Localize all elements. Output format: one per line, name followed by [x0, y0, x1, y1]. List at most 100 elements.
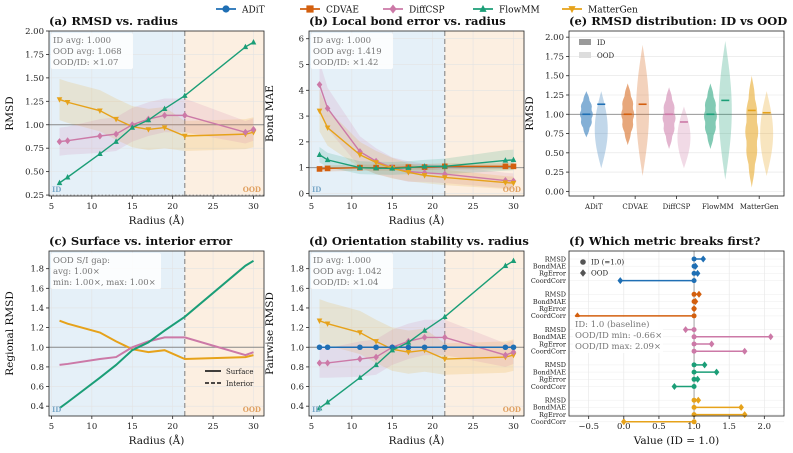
- point-diffcsp: [56, 138, 63, 146]
- point-mattergen: [64, 100, 71, 106]
- annotation-box: [573, 317, 663, 353]
- point-flowmm: [510, 257, 517, 264]
- violin-ood-adit: [594, 91, 608, 169]
- point-mattergen: [441, 175, 448, 181]
- ood-region-label: OOD: [243, 185, 261, 194]
- violin-id-flowmm: [703, 83, 717, 149]
- id-dot-mattergen: [691, 404, 697, 410]
- legend-ood-label: OOD: [591, 270, 608, 278]
- panel-title: (f) Which metric breaks first?: [569, 234, 761, 248]
- x-tick-label: 10: [86, 202, 97, 212]
- point-mattergen: [316, 318, 323, 324]
- row-label: BondMAE: [533, 404, 566, 412]
- ood-dot-cdvae: [692, 298, 699, 305]
- ood-region: [184, 251, 264, 416]
- id-dot-cdvae: [691, 291, 697, 297]
- x-tick-label: CDVAE: [622, 203, 648, 211]
- y-tick-label: 1.50: [25, 74, 44, 84]
- annotation-line: OOD/ID max: 2.09×: [575, 342, 661, 352]
- point-diffcsp: [64, 137, 71, 145]
- violin-ood-diffcsp: [677, 106, 691, 169]
- row-label: CoordCorr: [531, 312, 567, 320]
- point-flowmm: [324, 156, 331, 163]
- legend-interior-label: Interior: [226, 380, 254, 388]
- row-label: RMSD: [545, 255, 566, 263]
- legend-marker-diffcsp: [389, 4, 397, 14]
- legend-id-label: ID (=1.0): [591, 259, 624, 267]
- point-flowmm: [56, 179, 63, 186]
- point-adit: [510, 344, 517, 351]
- ood-dot-flowmm: [713, 368, 720, 376]
- row-label: CoordCorr: [531, 277, 567, 285]
- axes-frame: [568, 250, 785, 417]
- id-dot-flowmm: [691, 362, 697, 368]
- legend-label-diffcsp: DiffCSP: [409, 6, 445, 16]
- legend-ood-swatch: [579, 52, 591, 58]
- ood-dot-mattergen: [741, 411, 748, 419]
- x-tick-label: 5: [309, 202, 314, 212]
- violin-ood-mattergen: [760, 91, 774, 176]
- ood-dot-adit: [694, 269, 701, 277]
- ood-dot-cdvae: [691, 305, 697, 313]
- legend-marker-adit: [222, 5, 230, 13]
- x-tick-label: 20: [167, 422, 178, 432]
- point-flowmm: [502, 157, 509, 163]
- x-tick-label: 20: [427, 422, 438, 432]
- y-axis-label: Pairwise RMSD: [264, 292, 276, 375]
- x-axis-label: Value (ID = 1.0): [633, 435, 719, 447]
- point-adit: [373, 344, 379, 351]
- series-line-diffcsp: [319, 336, 514, 364]
- y-tick-label: 0.50: [25, 168, 44, 178]
- point-flowmm: [316, 151, 323, 157]
- id-dot-mattergen: [691, 419, 697, 425]
- violin-id-mattergen: [745, 75, 759, 188]
- point-diffcsp: [373, 353, 379, 361]
- point-mattergen: [405, 170, 412, 176]
- axes-frame: [48, 30, 265, 197]
- point-mattergen: [357, 330, 363, 336]
- y-tick-label: 1.2: [290, 324, 304, 334]
- violin-id-diffcsp: [662, 87, 676, 149]
- point-flowmm: [441, 313, 448, 320]
- point-mattergen: [405, 349, 412, 356]
- point-cdvae: [324, 165, 331, 172]
- x-tick-label: ADiT: [584, 203, 603, 211]
- annotation-line: OOD/ID: ×1.07: [53, 58, 118, 68]
- point-diffcsp: [316, 81, 323, 89]
- id-dot-diffcsp: [691, 334, 697, 340]
- series-line-flowmm: [319, 154, 514, 170]
- plot-area: [309, 251, 524, 416]
- point-diffcsp: [510, 348, 517, 356]
- y-tick-label: 4: [299, 86, 304, 96]
- row-label: BondMAE: [533, 333, 566, 341]
- x-tick-label: 25: [208, 202, 219, 212]
- point-mattergen: [113, 116, 119, 123]
- x-tick-label: 30: [248, 422, 259, 432]
- annotation-line: ID avg: 1.000: [53, 36, 111, 46]
- ood-dot-diffcsp: [682, 326, 689, 334]
- ood-dot-diffcsp: [767, 333, 774, 341]
- ood-dot-diffcsp: [708, 340, 715, 348]
- ood-dot-cdvae: [696, 290, 702, 298]
- annotation-line: ID avg: 1.000: [313, 256, 371, 266]
- series-line-diffcsp: [59, 114, 254, 143]
- point-flowmm: [389, 346, 396, 353]
- point-diffcsp: [324, 104, 331, 112]
- point-mattergen: [421, 173, 428, 179]
- id-dot-diffcsp: [691, 341, 697, 347]
- annotation-line: OOD S/I gap:: [53, 256, 110, 266]
- panel-a: 5 10 15 20 25 30 0.25 0.50 0.75 1.00 1.25 1.50 1.75 2…: [4, 14, 265, 227]
- y-tick-label: 0.4: [30, 402, 44, 412]
- axes-frame: [568, 30, 785, 197]
- annotation-line: min: 1.00×, max: 1.00×: [53, 278, 156, 288]
- x-tick-label: 15: [127, 422, 138, 432]
- y-tick-label: 2.00: [545, 33, 564, 43]
- annotation-box: [51, 253, 161, 289]
- point-mattergen: [324, 125, 331, 131]
- id-dot-flowmm: [691, 369, 697, 375]
- axes-frame: [308, 250, 525, 417]
- y-tick-label: 1.75: [25, 50, 44, 60]
- point-flowmm: [161, 105, 168, 112]
- point-flowmm: [129, 124, 136, 130]
